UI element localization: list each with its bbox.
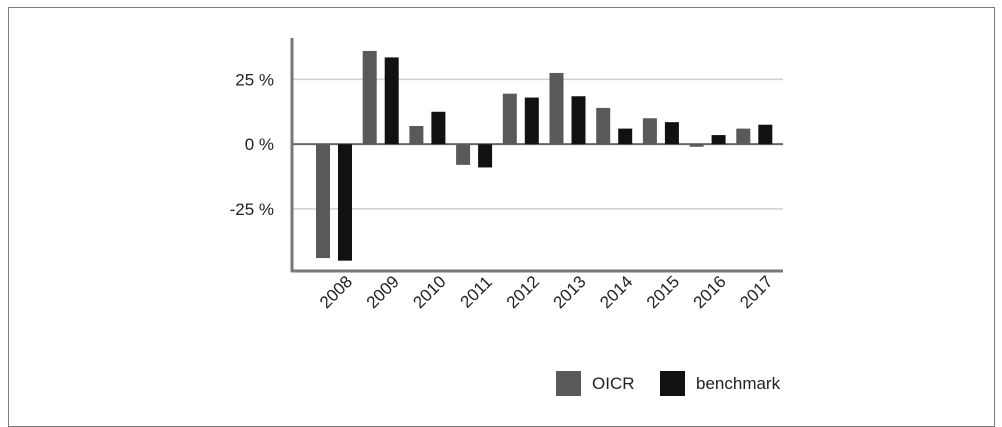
x-tick-label: 2010: [409, 272, 449, 312]
x-tick-label: 2017: [736, 272, 776, 312]
bars: [316, 50, 773, 261]
legend-label-benchmark: benchmark: [696, 374, 781, 393]
legend-label-oicr: OICR: [592, 374, 635, 393]
x-tick-label: 2012: [503, 272, 543, 312]
bar-oicr-2008: [316, 144, 330, 259]
y-tick-label: 0 %: [245, 135, 274, 154]
y-tick-label: -25 %: [230, 200, 274, 219]
bar-chart: 25 % 0 % -25 % 2008 2009 2010 2011 2012 2013 2014…: [230, 38, 783, 396]
bar-oicr-2016: [689, 144, 704, 147]
x-tick-label: 2011: [457, 272, 496, 311]
bar-oicr-2010: [409, 126, 424, 145]
bar-benchmark-2016: [711, 135, 726, 145]
x-tick-label: 2014: [596, 272, 636, 312]
bar-oicr-2015: [642, 118, 657, 145]
legend: OICR benchmark: [556, 371, 781, 396]
bar-benchmark-2012: [524, 97, 539, 145]
bar-oicr-2013: [549, 72, 564, 145]
x-tick-label: 2013: [550, 272, 590, 312]
bar-benchmark-2017: [758, 124, 773, 145]
bar-oicr-2014: [596, 107, 611, 145]
axes: [290, 38, 783, 273]
bar-oicr-2017: [736, 128, 751, 145]
y-tick-label: 25 %: [235, 70, 274, 89]
bar-benchmark-2015: [664, 122, 679, 145]
bar-benchmark-2010: [431, 111, 446, 145]
chart-frame: [8, 7, 995, 427]
x-tick-label: 2015: [643, 272, 683, 312]
bar-oicr-2012: [502, 93, 517, 145]
x-tick-label: 2009: [363, 272, 403, 312]
legend-swatch-oicr: [556, 371, 581, 396]
bar-benchmark-2008: [338, 144, 352, 261]
bar-benchmark-2011: [478, 144, 493, 168]
legend-swatch-benchmark: [660, 371, 685, 396]
x-tick-label: 2008: [316, 272, 356, 312]
bar-oicr-2011: [456, 144, 471, 165]
bar-benchmark-2009: [384, 57, 399, 145]
bar-benchmark-2014: [618, 128, 633, 145]
bar-oicr-2009: [362, 50, 377, 145]
bar-benchmark-2013: [571, 96, 586, 145]
x-tick-label: 2016: [690, 272, 730, 312]
